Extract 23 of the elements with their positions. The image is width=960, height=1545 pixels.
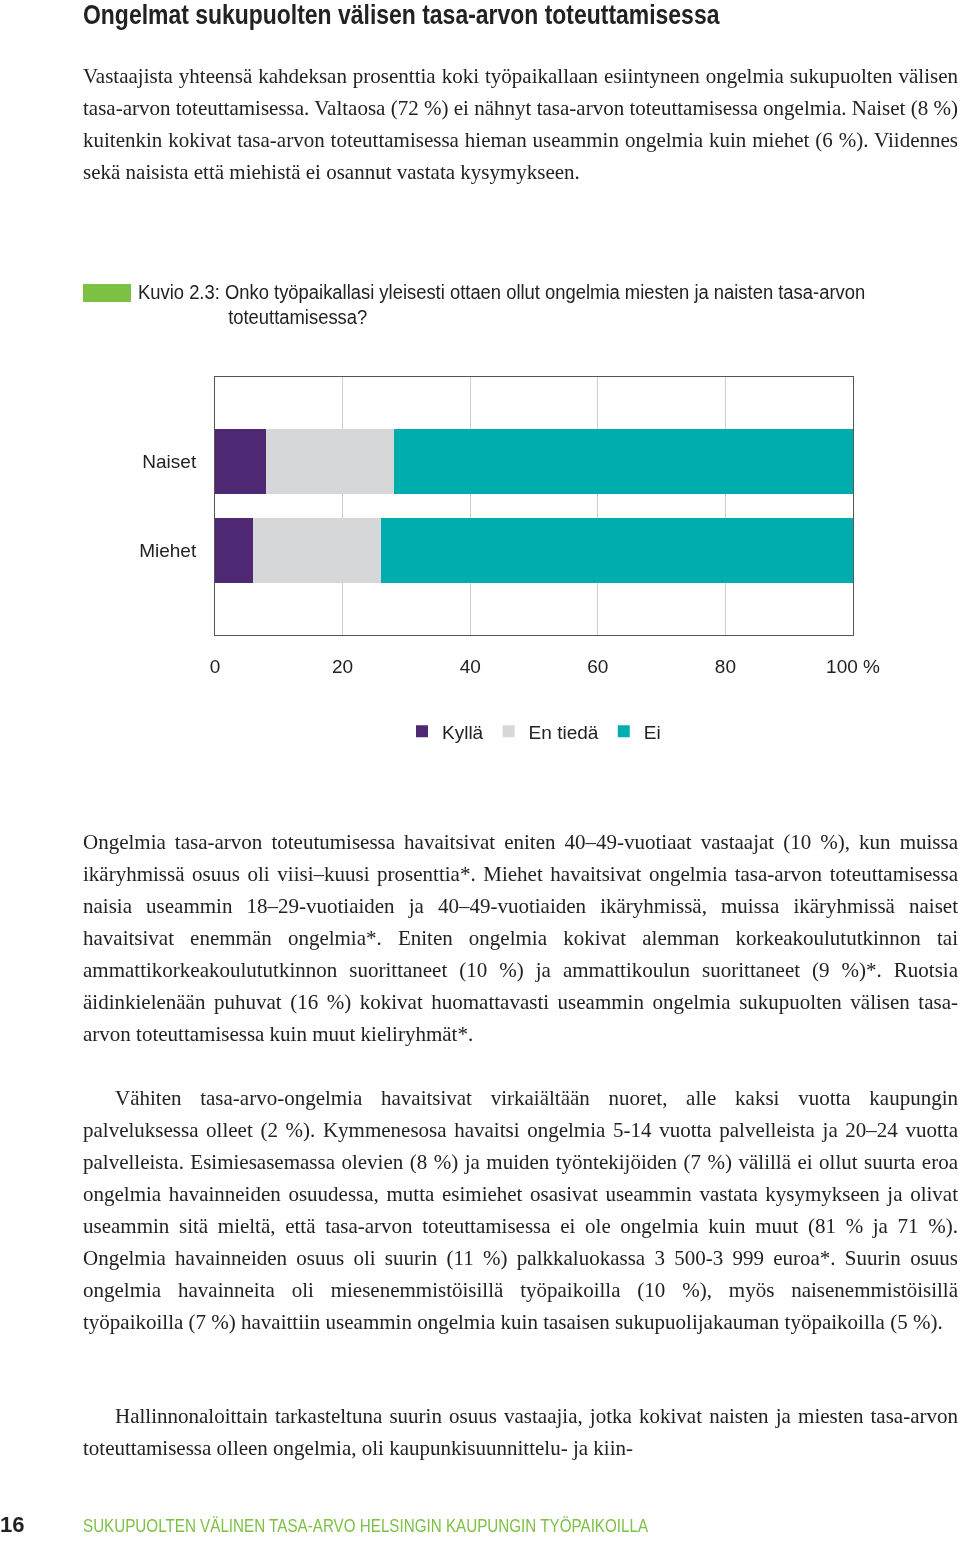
text: SUKUPUOLTEN VÄLINEN TASA-ARVO HELSINGIN KAUPUNGIN TYÖPAIKOILLA <box>83 1515 649 1537</box>
x-tick-label: 80 <box>714 655 736 677</box>
x-tick-label: 100 % <box>826 655 881 677</box>
text: 16 <box>0 1512 25 1538</box>
legend-label: En tiedä <box>528 721 599 743</box>
x-tick-label: 20 <box>332 655 354 677</box>
text: Vähiten tasa-arvo-ongelmia havaitsivat virkaiältään nuoret, alle kaksi vuotta kaupungin palveluksessa olleet (2 %). Kymmenesosa havaitsi ongelmia 5-14 vuotta palvelleista ja 20–24 vuotta palvelleista. Esimiesasemassa olevien (8 %) ja muiden työntekijöiden (7 %) välillä ei ollut suurta eroa ongelmia havainneiden osuudessa, mutta esimiehet osasivat useammin vastata kysymykseen ja olivat useammin sitä mieltä, että tasa-arvon toteuttamisessa ei ole ongelmia kuin muut (81 % ja 71 %). Ongelmia havainneiden osuus oli suurin (11 %) palkkaluokassa 3 500-3 999 euroa*. Suurin osuus ongelmia havainneita oli miesenemmistöisillä työpaikoilla (10 %), myös naisenemmistöisillä työpaikoilla (7 %) havaittiin useammin ongelmia kuin tasaisen sukupuolijakauman työpaikoilla (5 %). <box>83 1085 958 1336</box>
y-tick-label: Naiset <box>142 451 197 473</box>
text: Vastaajista yhteensä kahdeksan prosenttia koki työpaikallaan esiintyneen ongelmia sukupuolten välisen tasa-arvon toteuttamisessa. Valtaosa (72 %) ei nähnyt tasa-arvon toteuttamisessa ongelmia. Naiset (8 %) kuitenkin kokivat tasa-arvon toteuttamisessa hieman useammin ongelmia kuin miehet (6 %). Viidennes sekä naisista että miehistä ei osannut vastata kysymykseen. <box>83 63 958 186</box>
x-tick-label: 60 <box>587 655 609 677</box>
bar <box>215 518 254 583</box>
x-tick-label: 40 <box>459 655 481 677</box>
y-tick-label: Miehet <box>139 540 197 562</box>
legend-label: Ei <box>643 721 661 743</box>
text: Ongelmat sukupuolten välisen tasa-arvon toteuttamisessa <box>83 0 720 31</box>
bar <box>393 429 853 494</box>
text: Hallinnonaloittain tarkasteltuna suurin osuus vastaajia, jotka kokivat naisten ja miesten tasa-arvon toteuttamisessa olleen ongelmia, oli kaupunkisuunnittelu- ja kiin- <box>83 1403 958 1462</box>
chart-title: Kuvio 2.3: Onko työpaikallasi yleisesti ottaen ollut ongelmia miesten ja naisten tasa-arvon toteuttamisessa? <box>138 280 867 330</box>
bar <box>380 518 853 583</box>
text: Ongelmia tasa-arvon toteutumisessa havaitsivat eniten 40–49-vuotiaat vastaajat (10 %), kun muissa ikäryhmissä osuus oli viisi–kuusi prosenttia*. Miehet havaitsivat ongelmia tasa-arvon toteuttamisessa naisia useammin 18–29-vuotiaiden ja 40–49-vuotiaiden ikäryhmissä, muissa ikäryhmissä naiset havaitsivat enemmän ongelmia*. Eniten ongelmia kokivat alemman korkeakoulututkinnon tai ammattikorkeakoulututkinnon suorittaneet (10 %) ja ammattikoulun suorittaneet (9 %)*. Ruotsia äidinkielenään puhuvat (16 %) kokivat huomattavasti useammin ongelmia sukupuolten välisen tasa-arvon toteuttamisessa kuin muut kieliryhmät*. <box>83 830 958 1046</box>
legend-label: Kyllä <box>442 721 484 743</box>
x-tick-label: 0 <box>209 655 221 677</box>
bar <box>215 429 267 494</box>
